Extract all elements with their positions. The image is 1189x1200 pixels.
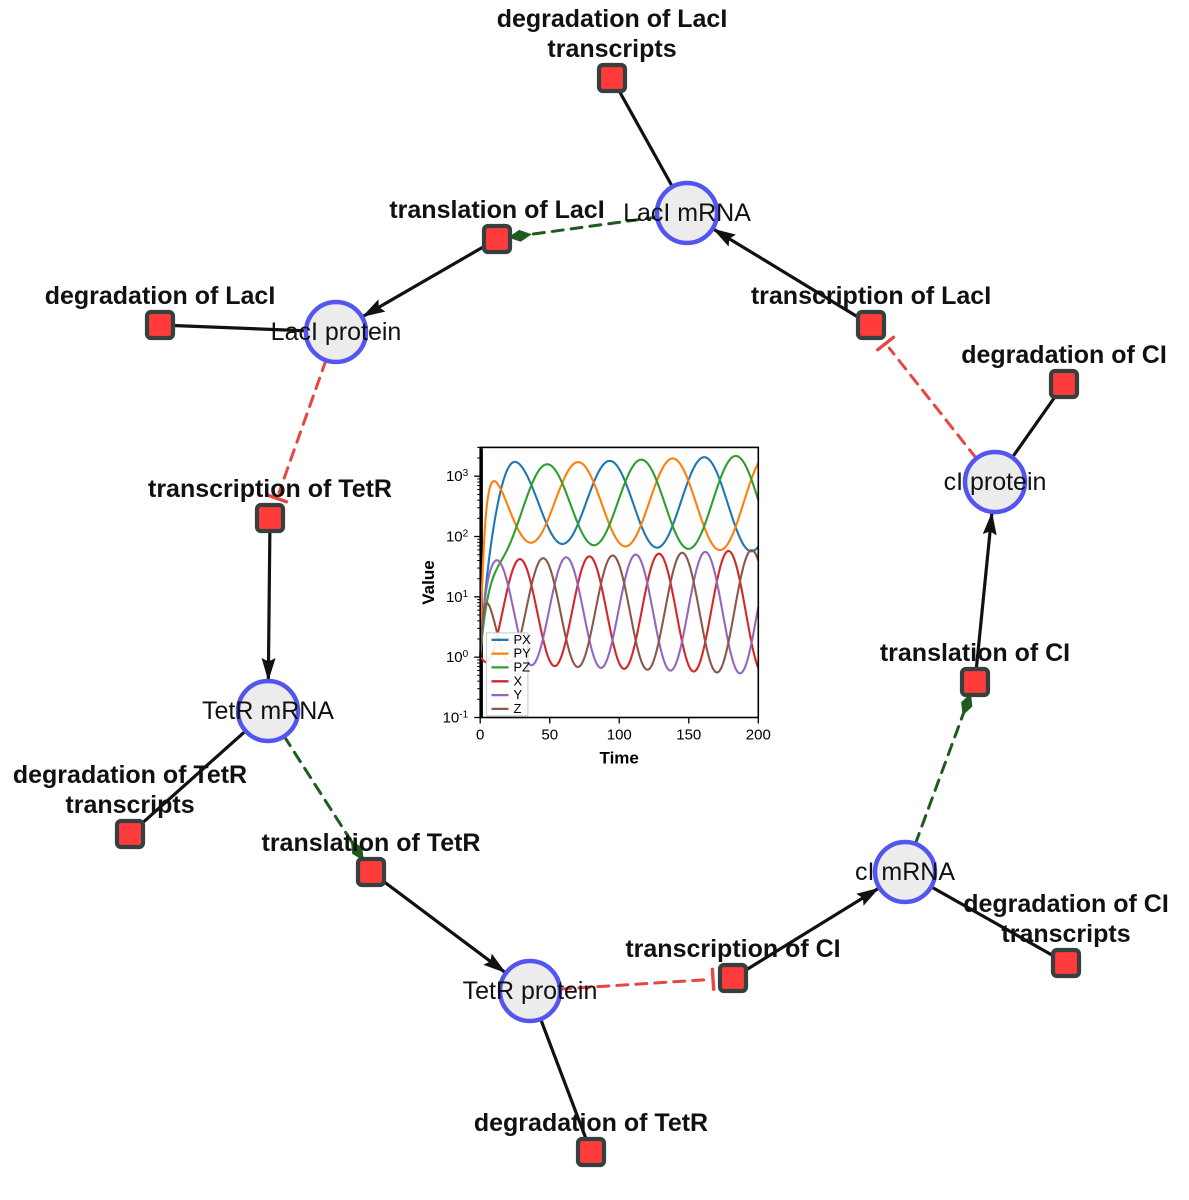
svg-text:degradation of LacI: degradation of LacI <box>45 282 276 310</box>
svg-text:PZ: PZ <box>514 659 531 674</box>
svg-text:100: 100 <box>607 727 632 744</box>
svg-text:degradation of LacI: degradation of LacI <box>497 5 728 33</box>
svg-text:0: 0 <box>476 727 484 744</box>
svg-text:translation of TetR: translation of TetR <box>262 829 481 857</box>
svg-text:Z: Z <box>514 701 522 716</box>
svg-text:100: 100 <box>446 649 469 667</box>
svg-text:101: 101 <box>446 588 469 606</box>
svg-text:translation of LacI: translation of LacI <box>389 196 604 224</box>
svg-text:transcripts: transcripts <box>547 35 676 63</box>
svg-text:translation of CI: translation of CI <box>880 639 1070 667</box>
svg-text:103: 103 <box>446 468 469 486</box>
svg-text:transcription of LacI: transcription of LacI <box>751 282 991 310</box>
svg-text:200: 200 <box>746 727 771 744</box>
svg-text:degradation of CI: degradation of CI <box>961 341 1167 369</box>
svg-text:cI protein: cI protein <box>944 468 1047 496</box>
svg-text:X: X <box>514 673 523 688</box>
svg-text:transcripts: transcripts <box>1001 920 1130 948</box>
svg-text:Value: Value <box>419 560 438 604</box>
svg-text:50: 50 <box>541 727 558 744</box>
svg-text:LacI mRNA: LacI mRNA <box>623 199 751 227</box>
svg-text:Y: Y <box>514 687 523 702</box>
svg-text:degradation of TetR: degradation of TetR <box>474 1109 708 1137</box>
svg-text:transcription of TetR: transcription of TetR <box>148 475 392 503</box>
svg-text:PY: PY <box>514 646 532 661</box>
svg-text:degradation of TetR: degradation of TetR <box>13 761 247 789</box>
svg-text:transcription of CI: transcription of CI <box>625 935 840 963</box>
svg-text:10-1: 10-1 <box>443 709 469 727</box>
svg-text:150: 150 <box>676 727 701 744</box>
svg-text:LacI protein: LacI protein <box>271 318 402 346</box>
svg-text:cI mRNA: cI mRNA <box>855 858 955 886</box>
svg-text:102: 102 <box>446 528 469 546</box>
svg-text:PX: PX <box>514 632 532 647</box>
svg-text:TetR mRNA: TetR mRNA <box>202 697 334 725</box>
svg-text:Time: Time <box>600 749 639 768</box>
svg-text:degradation of CI: degradation of CI <box>963 890 1169 918</box>
svg-text:transcripts: transcripts <box>65 791 194 819</box>
svg-text:TetR protein: TetR protein <box>463 977 598 1005</box>
